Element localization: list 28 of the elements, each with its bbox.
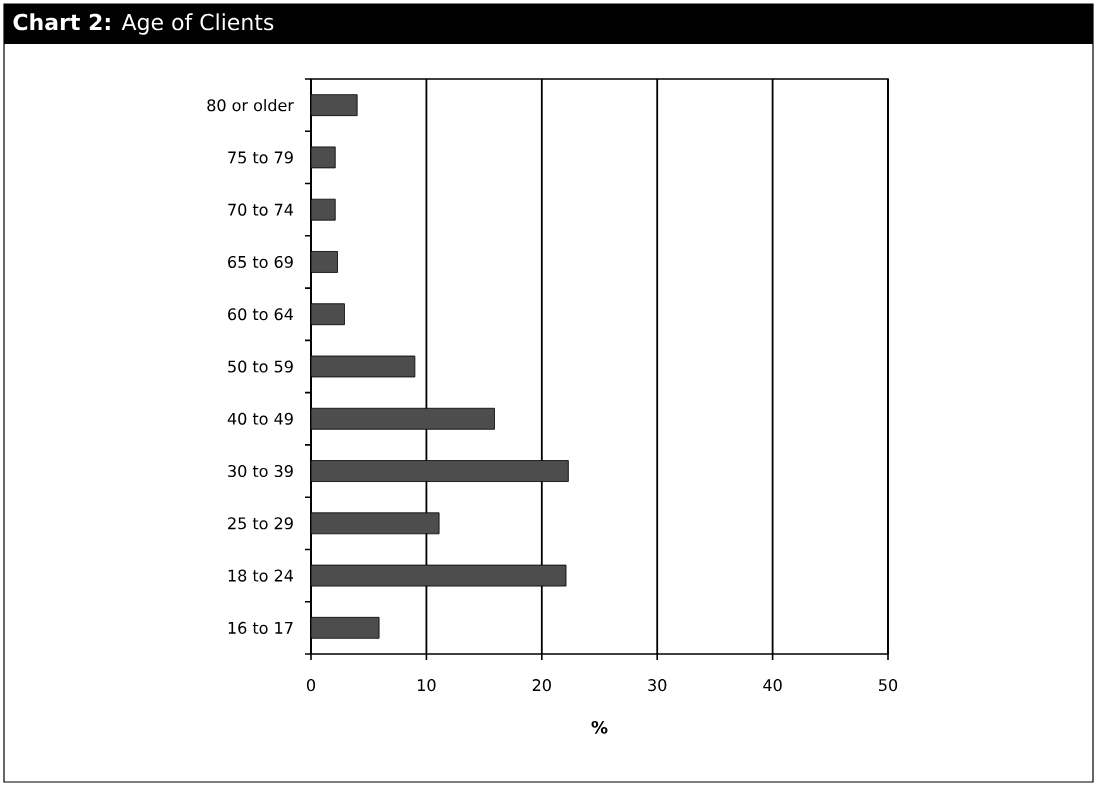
y-tick-label: 75 to 79 [228,151,293,164]
y-tick-label: 60 to 64 [228,308,294,321]
chart-title: Chart 2: Age of Clients [13,13,274,35]
x-tick-label: 40 [763,679,782,692]
x-tick-label: 30 [648,679,667,692]
y-tick-label: 30 to 39 [228,464,293,478]
y-tick-label: 40 to 49 [227,412,293,425]
bar [311,564,567,587]
x-tick-label: 10 [417,679,436,692]
y-tick-label: 16 to 17 [228,621,293,634]
x-tick-label: 0 [306,679,316,692]
x-tick-label: 20 [532,679,551,692]
y-tick-label: 50 to 59 [228,360,293,373]
bar [311,94,358,117]
bar [311,460,569,482]
y-tick-label: 18 to 24 [228,569,294,582]
bar [311,616,380,639]
bar [311,512,440,535]
y-tick-label: 25 to 29 [228,517,293,530]
y-tick-label: 70 to 74 [228,203,294,216]
x-axis-title: % [591,720,608,734]
x-tick-label: 50 [879,679,898,692]
y-tick-label: 65 to 69 [228,255,293,268]
bar [311,407,495,430]
bar [311,198,336,221]
bar [311,251,338,273]
bar [311,303,345,326]
y-tick-label: 80 or older [207,98,294,112]
